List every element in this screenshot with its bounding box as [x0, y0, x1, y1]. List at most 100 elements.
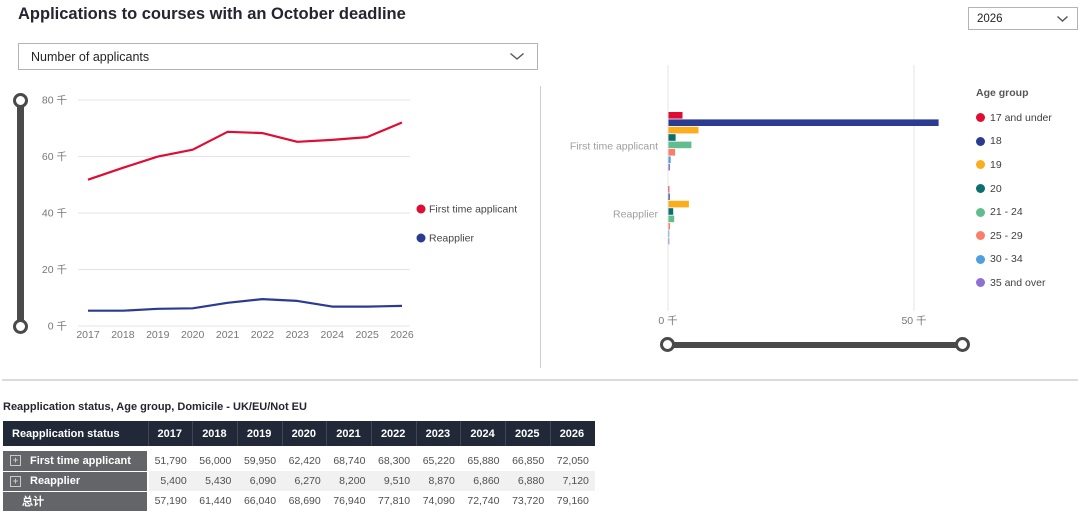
line-chart-y-slider-bottom-handle[interactable] — [12, 319, 28, 334]
bar-chart-category-label: First time applicant — [570, 141, 658, 153]
bar-25---29[interactable] — [668, 149, 676, 156]
expand-icon[interactable]: + — [10, 455, 21, 467]
matrix-value-cell[interactable]: 8,200 — [326, 471, 372, 491]
panel-divider — [540, 86, 541, 368]
matrix-value-cell[interactable]: 6,090 — [237, 471, 283, 491]
row-label-text: 总计 — [22, 496, 44, 508]
matrix-value-cell[interactable]: 66,850 — [512, 455, 545, 467]
age-legend-label: 18 — [990, 135, 1002, 148]
matrix-value-cell[interactable]: 6,880 — [505, 471, 551, 491]
matrix-value-cell[interactable]: 8,870 — [416, 471, 461, 491]
bar-18[interactable] — [668, 193, 670, 200]
line-chart-y-range-slider-track[interactable] — [17, 100, 24, 327]
age-legend-item[interactable]: 21 - 24 — [976, 200, 1080, 224]
age-legend-item[interactable]: 18 — [976, 130, 1080, 154]
bar-chart-xtick: 0 千 — [658, 315, 677, 327]
bar-21---24[interactable] — [668, 141, 692, 149]
matrix-value-cell[interactable]: 5,400 — [148, 471, 193, 491]
expand-icon[interactable]: + — [10, 475, 21, 487]
row-label-text: Reapplier — [30, 475, 81, 487]
year-filter-value: 2026 — [977, 12, 1003, 25]
matrix-value-cell[interactable]: 65,880 — [467, 455, 500, 467]
matrix-value-cell[interactable]: 57,190 — [154, 495, 187, 507]
bar-20[interactable] — [668, 134, 676, 141]
age-legend-item[interactable]: 19 — [976, 153, 1080, 177]
age-legend-item[interactable]: 35 and over — [976, 271, 1080, 295]
matrix-value-cell[interactable]: 62,420 — [288, 455, 321, 467]
matrix-value-cell[interactable]: 74,090 — [422, 495, 455, 507]
matrix-header-year: 2022 — [370, 421, 417, 446]
matrix-value-cell[interactable]: 6,860 — [460, 471, 506, 491]
bar-19[interactable] — [668, 200, 689, 208]
matrix-value-cell[interactable]: 5,430 — [192, 471, 238, 491]
matrix-value-cell[interactable]: 73,720 — [512, 495, 545, 507]
line-chart-y-slider-top-handle[interactable] — [12, 93, 28, 108]
bar-chart-category-label: Reapplier — [613, 209, 658, 221]
bar-30---34[interactable] — [668, 156, 671, 163]
line-chart-xtick: 2020 — [181, 329, 205, 341]
matrix-value-cell[interactable]: 68,300 — [378, 455, 411, 467]
line-series-reapplier[interactable] — [88, 298, 403, 312]
matrix-value-cell[interactable]: 51,790 — [154, 455, 187, 467]
metric-dropdown[interactable]: Number of applicants — [18, 43, 538, 70]
line-series-first-time-applicant[interactable] — [87, 121, 403, 181]
line-chart-ytick: 0 千 — [48, 321, 67, 333]
matrix-value-cell[interactable]: 76,940 — [333, 495, 366, 507]
legend-dot-icon — [416, 204, 426, 214]
age-legend-item[interactable]: 30 - 34 — [976, 248, 1080, 272]
matrix-value-cell[interactable]: 65,220 — [422, 455, 455, 467]
matrix-value-cell[interactable]: 56,000 — [199, 455, 232, 467]
applicants-line-chart: 0 千 20 千 40 千 60 千 80 千 2017 2018 2019 2020 2021 2… — [42, 95, 518, 342]
matrix-row-label[interactable]: + First time applicant — [3, 451, 149, 472]
matrix-value-cell[interactable]: 68,690 — [288, 495, 321, 507]
matrix-value-cell[interactable]: 72,740 — [467, 495, 500, 507]
bar-25---29[interactable] — [668, 223, 671, 230]
matrix-value-cell[interactable]: 77,810 — [378, 495, 411, 507]
matrix-row-label[interactable]: 总计 — [3, 491, 149, 512]
table-row: + Reapplier 5,400 5,430 6,090 6,270 8,200 9,510… — [3, 471, 595, 492]
line-chart-ytick: 20 千 — [42, 264, 67, 276]
matrix-value-cell[interactable]: 72,050 — [556, 455, 589, 467]
bar-18[interactable] — [668, 119, 939, 126]
matrix-value-cell[interactable]: 6,270 — [282, 471, 327, 491]
age-group-legend-title: Age group — [976, 87, 1029, 99]
bar-30---34[interactable] — [668, 230, 670, 237]
line-chart-xtick: 2018 — [111, 329, 135, 341]
matrix-value-cell[interactable]: 61,440 — [199, 495, 232, 507]
bar-19[interactable] — [668, 126, 699, 134]
age-legend-item[interactable]: 17 and under — [976, 106, 1080, 130]
line-chart-xtick: 2021 — [216, 329, 240, 341]
bar-17-and-under[interactable] — [668, 112, 683, 119]
bar-chart-x-slider-right-handle[interactable] — [955, 337, 970, 352]
bar-20[interactable] — [668, 208, 674, 215]
line-legend-item[interactable]: First time applicant — [416, 204, 518, 216]
bar-21---24[interactable] — [668, 215, 675, 223]
bar-35-and-over[interactable] — [668, 237, 670, 245]
age-legend-item[interactable]: 20 — [976, 177, 1080, 201]
matrix-value-cell[interactable]: 79,160 — [556, 495, 589, 507]
matrix-value-cell[interactable]: 59,950 — [243, 455, 277, 467]
matrix-value-cell[interactable]: 68,740 — [333, 455, 366, 467]
matrix-value-cell[interactable]: 9,510 — [371, 471, 417, 491]
bar-chart-x-range-slider-track[interactable] — [668, 342, 963, 348]
age-legend-item[interactable]: 25 - 29 — [976, 224, 1080, 248]
bar-chart-x-slider-left-handle[interactable] — [660, 337, 675, 352]
matrix-header-year: 2023 — [415, 421, 461, 446]
matrix-value-cell[interactable]: 7,120 — [550, 471, 595, 491]
matrix-header-year: 2017 — [147, 421, 193, 446]
matrix-header-year: 2024 — [460, 421, 506, 446]
row-label-text: First time applicant — [30, 454, 131, 467]
bar-35-and-over[interactable] — [668, 163, 671, 171]
line-legend-item[interactable]: Reapplier — [416, 233, 475, 245]
matrix-header-year: 2025 — [505, 421, 551, 446]
matrix-row-label[interactable]: + Reapplier — [3, 471, 149, 492]
age-legend-label: 21 - 24 — [990, 206, 1023, 219]
line-chart-xtick: 2025 — [355, 329, 379, 341]
legend-dot-icon — [976, 136, 985, 146]
year-filter-dropdown[interactable]: 2026 — [968, 7, 1078, 30]
legend-dot-icon — [976, 278, 985, 288]
bar-17-and-under[interactable] — [668, 186, 670, 193]
age-group-legend: Age group 17 and under 18 19 20 21 - 24 25 - … — [976, 87, 1080, 295]
matrix-header-year: 2019 — [236, 421, 283, 446]
matrix-value-cell[interactable]: 66,040 — [243, 495, 277, 507]
